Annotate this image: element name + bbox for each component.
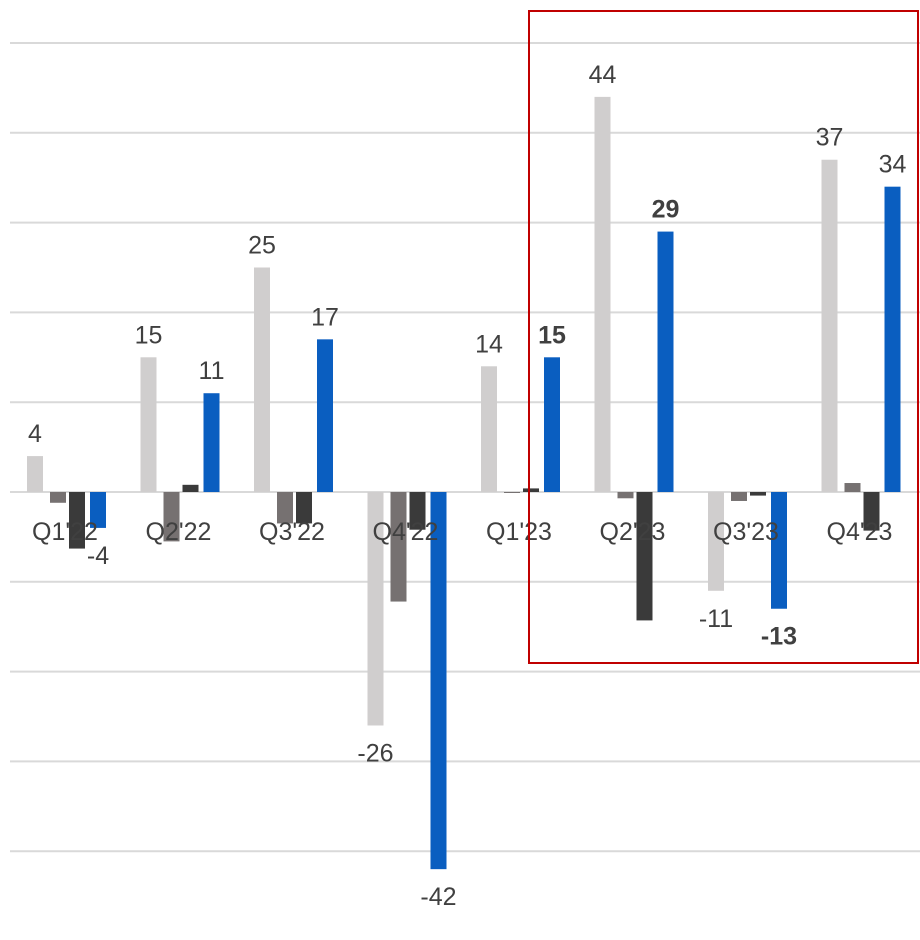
data-label: -11: [699, 605, 733, 633]
bar-Q323-s2: [731, 492, 747, 501]
category-tick-label: Q1'22: [32, 518, 98, 546]
bar-Q423-s1: [821, 159, 838, 493]
data-label: 15: [538, 321, 566, 349]
category-tick-label: Q1'23: [486, 518, 552, 546]
bar-Q222-s3: [182, 484, 199, 492]
data-label: 14: [475, 330, 503, 358]
category-tick-label: Q3'23: [713, 518, 779, 546]
data-label: -42: [420, 883, 456, 911]
bar-Q323-s1: [708, 492, 724, 591]
bar-Q122-s2: [50, 492, 66, 503]
bar-Q323-s4: [771, 492, 787, 609]
category-tick-label: Q4'22: [373, 518, 439, 546]
data-label: 11: [199, 357, 225, 385]
data-label: 44: [589, 61, 617, 89]
data-label: 17: [311, 303, 339, 331]
bar-Q422-s2: [390, 492, 407, 602]
data-label: 25: [248, 232, 276, 260]
bars: [27, 96, 901, 870]
bar-Q122-s4: [90, 492, 106, 528]
highlight-box: [528, 10, 919, 664]
data-label: 37: [816, 124, 844, 152]
data-label: -4: [87, 542, 109, 570]
bar-Q122-s3: [69, 492, 85, 549]
bar-Q423-s3: [863, 492, 880, 531]
bar-Q223-s4: [657, 231, 674, 492]
category-ticks: Q1'22 Q2'22 Q3'22 Q4'22 Q1'23 Q2'23 Q3'23 Q4'23: [32, 518, 892, 546]
bar-Q222-s4: [203, 393, 220, 492]
bar-Q422-s4: [430, 492, 447, 870]
data-label: 4: [28, 420, 42, 448]
bar-Q123-s1: [481, 366, 497, 492]
bar-Q423-s2: [844, 483, 861, 492]
category-tick-label: Q3'22: [259, 518, 325, 546]
bar-Q422-s3: [409, 492, 426, 530]
bar-Q123-s3: [523, 488, 539, 492]
bar-Q422-s1: [367, 492, 384, 726]
data-label: -13: [761, 623, 797, 651]
bar-Q322-s2: [277, 492, 293, 524]
bar-Q323-s3: [750, 492, 766, 496]
bar-Q223-s2: [617, 492, 634, 499]
category-tick-label: Q4'23: [827, 518, 893, 546]
data-label: 29: [652, 196, 680, 224]
bar-Q222-s2: [163, 492, 180, 542]
category-tick-label: Q2'23: [600, 518, 666, 546]
bar-Q322-s1: [254, 267, 270, 492]
highlight-overlay: [528, 10, 919, 664]
data-label: 34: [879, 151, 907, 179]
data-label: 15: [135, 321, 163, 349]
bar-Q223-s3: [636, 492, 653, 621]
bar-Q423-s4: [884, 186, 901, 492]
bar-Q322-s4: [317, 339, 333, 492]
data-label: -26: [357, 739, 393, 767]
bar-Q223-s1: [594, 96, 611, 492]
category-tick-label: Q2'22: [146, 518, 212, 546]
bar-Q222-s1: [140, 357, 157, 492]
bar-Q322-s3: [296, 492, 312, 524]
bar-Q123-s4: [544, 357, 560, 492]
bar-Q123-s2: [504, 492, 520, 493]
bar-Q122-s1: [27, 456, 43, 492]
gridlines: [10, 42, 920, 853]
data-labels: 4 15 25 -26 14 44 -11 37 -4 11 17 -42 15 29 -13 34: [28, 61, 906, 911]
